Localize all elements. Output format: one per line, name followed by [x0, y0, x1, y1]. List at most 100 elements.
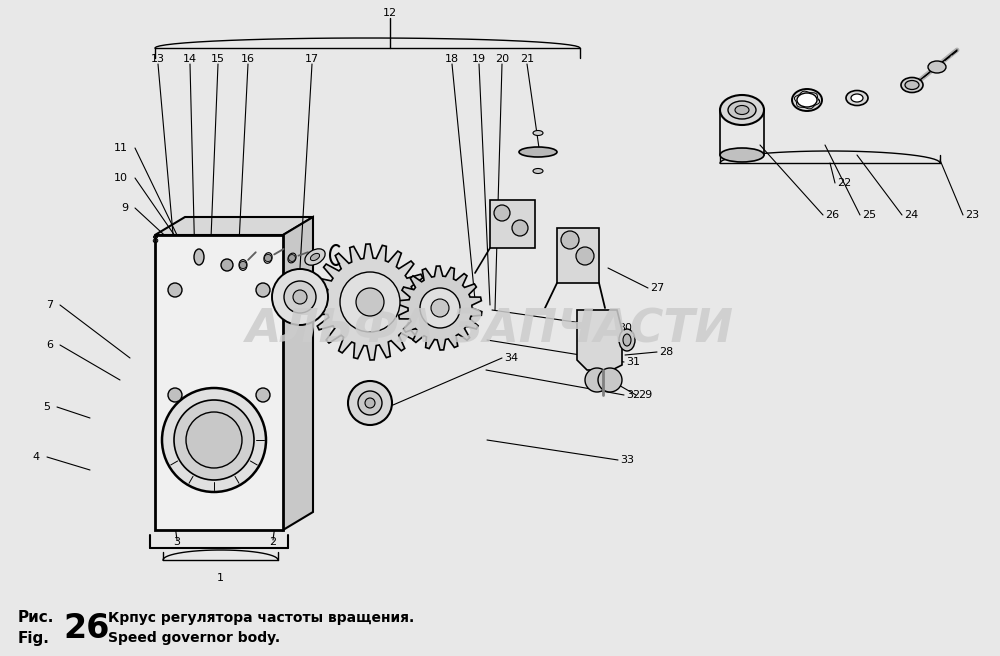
Polygon shape	[283, 217, 313, 530]
Circle shape	[239, 261, 247, 268]
Polygon shape	[577, 310, 622, 370]
Ellipse shape	[623, 334, 631, 346]
Text: 21: 21	[520, 54, 534, 64]
Text: 31: 31	[626, 357, 640, 367]
Circle shape	[284, 281, 316, 313]
Ellipse shape	[851, 94, 863, 102]
Ellipse shape	[288, 253, 296, 263]
Circle shape	[512, 220, 528, 236]
Text: 3: 3	[174, 537, 180, 547]
Text: 24: 24	[904, 210, 918, 220]
Circle shape	[494, 205, 510, 221]
Circle shape	[431, 299, 449, 317]
Text: 20: 20	[495, 54, 509, 64]
Bar	[490, 200, 535, 248]
Text: Крпус регулятора частоты вращения.: Крпус регулятора частоты вращения.	[108, 611, 414, 625]
Circle shape	[272, 269, 328, 325]
Text: 9: 9	[121, 203, 128, 213]
Circle shape	[221, 259, 233, 271]
Circle shape	[561, 231, 579, 249]
Ellipse shape	[533, 169, 543, 173]
Text: АЛЬФА ЗАПЧАСТИ: АЛЬФА ЗАПЧАСТИ	[246, 308, 734, 352]
Ellipse shape	[519, 147, 557, 157]
Text: 22: 22	[837, 178, 851, 188]
Polygon shape	[398, 266, 482, 350]
Text: 7: 7	[46, 300, 53, 310]
Ellipse shape	[905, 81, 919, 89]
Ellipse shape	[305, 249, 325, 265]
Ellipse shape	[264, 253, 272, 263]
Ellipse shape	[310, 253, 320, 260]
Circle shape	[186, 412, 242, 468]
Circle shape	[358, 391, 382, 415]
Polygon shape	[312, 244, 428, 360]
Circle shape	[168, 388, 182, 402]
Text: 17: 17	[305, 54, 319, 64]
Bar	[155, 235, 283, 530]
Circle shape	[346, 277, 394, 326]
Ellipse shape	[533, 131, 543, 136]
Ellipse shape	[720, 148, 764, 162]
Text: 11: 11	[114, 143, 128, 153]
Ellipse shape	[619, 329, 635, 351]
Text: 4: 4	[33, 452, 40, 462]
Text: 18: 18	[445, 54, 459, 64]
Circle shape	[356, 288, 384, 316]
Circle shape	[174, 400, 254, 480]
Text: 26: 26	[63, 611, 109, 644]
Text: 15: 15	[211, 54, 225, 64]
Text: 26: 26	[825, 210, 839, 220]
Text: 2: 2	[269, 537, 277, 547]
Text: 13: 13	[151, 54, 165, 64]
Text: 6: 6	[46, 340, 53, 350]
Ellipse shape	[194, 249, 204, 265]
Circle shape	[422, 291, 458, 325]
Text: 34: 34	[504, 353, 518, 363]
Ellipse shape	[928, 61, 946, 73]
Text: 23: 23	[965, 210, 979, 220]
Circle shape	[256, 388, 270, 402]
Text: 5: 5	[43, 402, 50, 412]
Circle shape	[162, 388, 266, 492]
Text: 27: 27	[650, 283, 664, 293]
Circle shape	[289, 255, 295, 261]
Text: 8: 8	[151, 235, 158, 245]
Text: 10: 10	[114, 173, 128, 183]
Circle shape	[585, 368, 609, 392]
Text: 16: 16	[241, 54, 255, 64]
Circle shape	[348, 381, 392, 425]
Text: 25: 25	[862, 210, 876, 220]
Ellipse shape	[720, 95, 764, 125]
Polygon shape	[155, 217, 313, 235]
Circle shape	[264, 255, 272, 262]
Ellipse shape	[901, 77, 923, 92]
Text: 29: 29	[638, 390, 652, 400]
Ellipse shape	[792, 89, 822, 111]
Circle shape	[256, 283, 270, 297]
Text: 12: 12	[383, 8, 397, 18]
Circle shape	[420, 288, 460, 328]
Ellipse shape	[239, 260, 247, 270]
Ellipse shape	[735, 106, 749, 115]
Bar	[557, 228, 599, 283]
Text: 1: 1	[217, 573, 224, 583]
Circle shape	[168, 283, 182, 297]
Ellipse shape	[846, 91, 868, 106]
Circle shape	[293, 290, 307, 304]
Text: Рис.: Рис.	[18, 611, 54, 626]
Circle shape	[576, 247, 594, 265]
Text: 28: 28	[659, 347, 673, 357]
Text: 32: 32	[626, 390, 640, 400]
Ellipse shape	[589, 380, 617, 390]
Circle shape	[365, 398, 375, 408]
Text: Fig.: Fig.	[18, 630, 50, 646]
Text: Speed governor body.: Speed governor body.	[108, 631, 280, 645]
Text: 33: 33	[620, 455, 634, 465]
Text: 30: 30	[618, 323, 632, 333]
Circle shape	[340, 272, 400, 332]
Circle shape	[598, 368, 622, 392]
Ellipse shape	[797, 93, 817, 107]
Text: 19: 19	[472, 54, 486, 64]
Text: 14: 14	[183, 54, 197, 64]
Ellipse shape	[728, 101, 756, 119]
